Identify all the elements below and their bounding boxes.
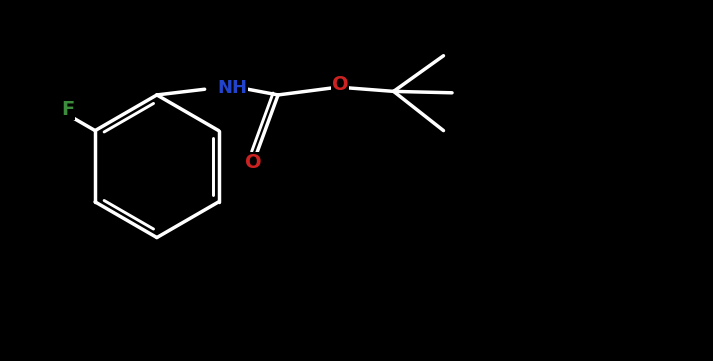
Text: NH: NH xyxy=(217,79,247,97)
Text: O: O xyxy=(245,153,262,172)
Text: F: F xyxy=(61,100,74,119)
Text: O: O xyxy=(332,75,349,94)
